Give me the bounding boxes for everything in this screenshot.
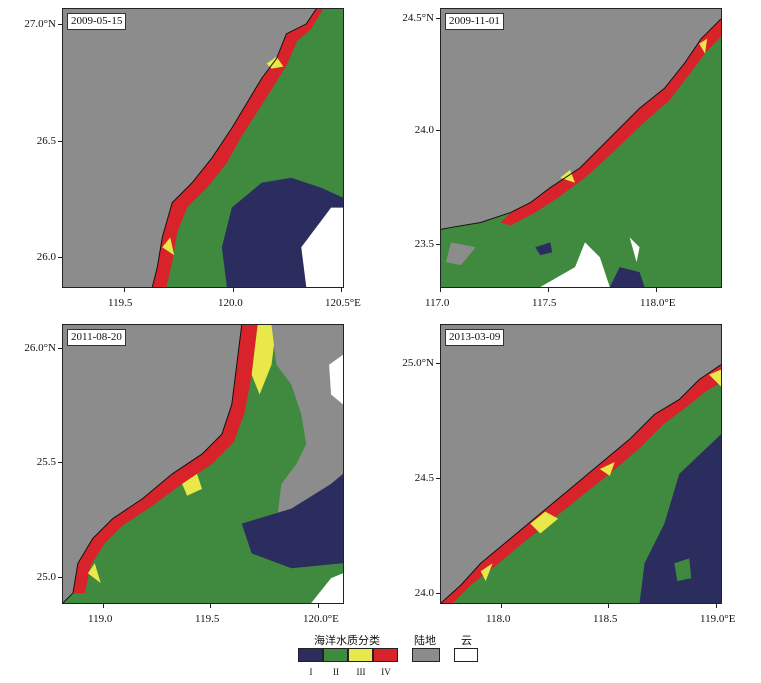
x-tick-label: 120.0: [218, 297, 243, 309]
date-label: 2013-03-09: [445, 329, 505, 346]
y-tick-label: 26.0: [36, 251, 56, 263]
legend-cloud-title: 云: [461, 635, 472, 647]
x-tick-label: 120.5°E: [325, 297, 361, 309]
x-tick-label: 117.0: [425, 297, 450, 309]
legend: 海洋水质分类 陆地 云 I II III IV: [296, 632, 496, 682]
x-tick-mark: [318, 604, 319, 608]
y-tick-mark: [58, 24, 62, 25]
legend-water-quality-title: 海洋水质分类: [314, 635, 380, 647]
x-tick-label: 119.5: [195, 613, 220, 625]
map-raster: [441, 325, 721, 603]
y-tick-mark: [58, 257, 62, 258]
x-tick-mark: [716, 604, 717, 608]
x-tick-mark: [124, 288, 125, 292]
legend-land-title: 陆地: [414, 635, 436, 647]
legend-class-label: III: [356, 667, 366, 677]
x-tick-mark: [103, 604, 104, 608]
x-tick-mark: [440, 288, 441, 292]
y-tick-label: 24.5: [414, 472, 434, 484]
x-tick-mark: [341, 288, 342, 292]
legend-class-label: IV: [381, 667, 391, 677]
date-label: 2009-11-01: [445, 13, 504, 30]
map-frame: 2011-08-20: [62, 324, 344, 604]
x-tick-label: 118.0: [486, 613, 511, 625]
x-tick-mark: [608, 604, 609, 608]
y-tick-mark: [436, 478, 440, 479]
x-tick-mark: [548, 288, 549, 292]
y-tick-mark: [436, 363, 440, 364]
x-tick-label: 118.5: [593, 613, 618, 625]
y-tick-label: 24.0: [414, 124, 434, 136]
map-raster: [63, 9, 343, 287]
x-tick-label: 119.5: [108, 297, 133, 309]
y-tick-label: 27.0°N: [24, 18, 56, 30]
y-tick-label: 24.0: [414, 587, 434, 599]
map-frame: 2009-05-15: [62, 8, 344, 288]
x-tick-mark: [210, 604, 211, 608]
map-raster: [441, 9, 721, 287]
legend-swatch-cloud: [454, 648, 478, 662]
y-tick-mark: [58, 577, 62, 578]
y-tick-mark: [436, 244, 440, 245]
y-tick-label: 23.5: [414, 238, 434, 250]
y-tick-mark: [58, 462, 62, 463]
legend-class-label: II: [333, 667, 339, 677]
y-tick-label: 26.5: [36, 135, 56, 147]
x-tick-label: 119.0: [88, 613, 113, 625]
x-tick-mark: [501, 604, 502, 608]
y-tick-mark: [436, 130, 440, 131]
map-raster: [63, 325, 343, 603]
legend-swatch-class-2: [323, 648, 348, 662]
map-frame: 2009-11-01: [440, 8, 722, 288]
x-tick-mark: [656, 288, 657, 292]
map-frame: 2013-03-09: [440, 324, 722, 604]
date-label: 2009-05-15: [67, 13, 127, 30]
x-tick-label: 118.0°E: [640, 297, 676, 309]
y-tick-label: 26.0°N: [24, 342, 56, 354]
x-tick-label: 120.0°E: [303, 613, 339, 625]
x-tick-mark: [233, 288, 234, 292]
y-tick-label: 25.5: [36, 456, 56, 468]
legend-swatch-land: [412, 648, 440, 662]
x-tick-label: 117.5: [532, 297, 557, 309]
legend-swatch-class-3: [348, 648, 373, 662]
y-tick-label: 24.5°N: [402, 12, 434, 24]
y-tick-mark: [58, 141, 62, 142]
y-tick-mark: [436, 593, 440, 594]
x-tick-label: 119.0°E: [700, 613, 736, 625]
y-tick-label: 25.0: [36, 571, 56, 583]
y-tick-mark: [436, 18, 440, 19]
legend-swatch-class-4: [373, 648, 398, 662]
legend-class-label: I: [309, 667, 313, 677]
date-label: 2011-08-20: [67, 329, 126, 346]
y-tick-mark: [58, 348, 62, 349]
y-tick-label: 25.0°N: [402, 357, 434, 369]
legend-swatch-class-1: [298, 648, 323, 662]
